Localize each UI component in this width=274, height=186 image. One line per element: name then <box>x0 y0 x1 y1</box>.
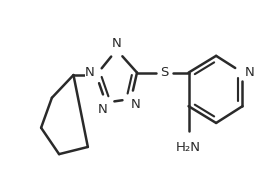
FancyBboxPatch shape <box>98 103 107 115</box>
Text: N: N <box>112 37 121 50</box>
FancyBboxPatch shape <box>182 141 195 153</box>
Text: N: N <box>130 99 140 111</box>
FancyBboxPatch shape <box>112 37 121 49</box>
FancyBboxPatch shape <box>160 67 169 79</box>
Text: N: N <box>85 66 95 79</box>
Text: N: N <box>97 103 107 116</box>
Text: N: N <box>244 66 254 79</box>
FancyBboxPatch shape <box>85 67 94 79</box>
Text: H₂N: H₂N <box>176 141 201 154</box>
FancyBboxPatch shape <box>244 67 254 79</box>
Text: S: S <box>160 66 169 79</box>
FancyBboxPatch shape <box>130 99 140 111</box>
